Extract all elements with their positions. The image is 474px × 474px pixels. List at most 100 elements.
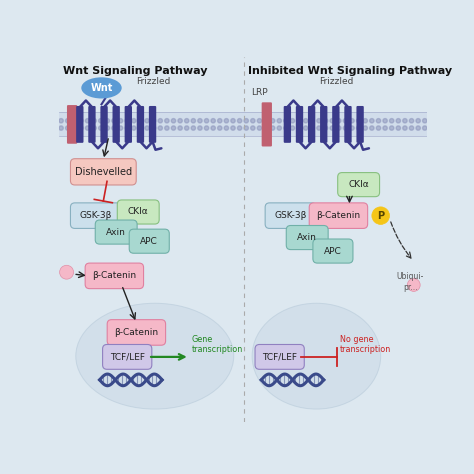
Circle shape (204, 126, 209, 130)
Text: GSK-3β: GSK-3β (274, 211, 307, 220)
Circle shape (356, 126, 361, 130)
FancyBboxPatch shape (102, 345, 152, 369)
Circle shape (350, 126, 354, 130)
FancyBboxPatch shape (71, 159, 136, 185)
Circle shape (237, 118, 242, 123)
Circle shape (152, 126, 156, 130)
FancyBboxPatch shape (149, 106, 156, 143)
Text: P: P (377, 210, 384, 220)
Circle shape (184, 118, 189, 123)
Text: Wnt Signaling Pathway: Wnt Signaling Pathway (63, 66, 208, 76)
Circle shape (284, 126, 288, 130)
Circle shape (191, 118, 196, 123)
Circle shape (277, 126, 282, 130)
Circle shape (99, 126, 103, 130)
Circle shape (251, 118, 255, 123)
FancyBboxPatch shape (85, 263, 144, 289)
Circle shape (396, 126, 401, 130)
Circle shape (112, 126, 116, 130)
Circle shape (118, 118, 123, 123)
Circle shape (403, 126, 407, 130)
FancyBboxPatch shape (265, 203, 316, 228)
Circle shape (158, 126, 163, 130)
Text: APC: APC (324, 246, 342, 255)
Circle shape (92, 118, 96, 123)
Circle shape (211, 126, 215, 130)
Circle shape (264, 126, 268, 130)
Ellipse shape (407, 279, 420, 292)
Circle shape (79, 118, 83, 123)
Circle shape (284, 118, 288, 123)
Circle shape (303, 118, 308, 123)
Circle shape (171, 126, 176, 130)
Ellipse shape (60, 265, 73, 279)
Text: Frizzled: Frizzled (136, 77, 170, 86)
Circle shape (105, 118, 109, 123)
Circle shape (198, 118, 202, 123)
Circle shape (410, 126, 414, 130)
Circle shape (337, 118, 341, 123)
Circle shape (231, 118, 235, 123)
Circle shape (138, 126, 143, 130)
Circle shape (303, 126, 308, 130)
FancyBboxPatch shape (356, 106, 364, 143)
FancyBboxPatch shape (308, 106, 315, 143)
Circle shape (310, 118, 315, 123)
Text: CKIα: CKIα (128, 208, 149, 217)
FancyBboxPatch shape (71, 203, 121, 228)
Circle shape (178, 126, 182, 130)
Circle shape (297, 118, 301, 123)
Circle shape (164, 126, 169, 130)
Text: Axin: Axin (106, 228, 126, 237)
FancyBboxPatch shape (344, 106, 352, 143)
Circle shape (65, 126, 70, 130)
Circle shape (145, 118, 149, 123)
Circle shape (59, 118, 64, 123)
Ellipse shape (76, 303, 234, 409)
Circle shape (271, 126, 275, 130)
FancyBboxPatch shape (107, 319, 165, 345)
Circle shape (244, 126, 248, 130)
Circle shape (403, 118, 407, 123)
Text: TCF/LEF: TCF/LEF (262, 352, 297, 361)
Circle shape (158, 118, 163, 123)
Text: GSK-3β: GSK-3β (80, 211, 112, 220)
Circle shape (112, 118, 116, 123)
Circle shape (224, 118, 228, 123)
FancyBboxPatch shape (320, 106, 328, 143)
Bar (59, 112, 427, 136)
Text: TCF/LEF: TCF/LEF (109, 352, 145, 361)
Circle shape (416, 126, 420, 130)
Circle shape (204, 118, 209, 123)
Circle shape (164, 118, 169, 123)
Circle shape (372, 207, 390, 224)
Text: Inhibited Wnt Signaling Pathway: Inhibited Wnt Signaling Pathway (248, 66, 453, 76)
Circle shape (410, 118, 414, 123)
Circle shape (343, 118, 347, 123)
Text: Axin: Axin (297, 233, 317, 242)
Circle shape (184, 126, 189, 130)
Circle shape (257, 126, 262, 130)
Circle shape (330, 126, 334, 130)
Circle shape (390, 118, 394, 123)
Circle shape (323, 118, 328, 123)
FancyBboxPatch shape (309, 203, 368, 228)
Circle shape (59, 126, 64, 130)
FancyBboxPatch shape (332, 106, 339, 143)
Circle shape (297, 126, 301, 130)
Circle shape (152, 118, 156, 123)
Circle shape (257, 118, 262, 123)
Circle shape (231, 126, 235, 130)
Circle shape (72, 126, 76, 130)
Circle shape (99, 118, 103, 123)
FancyBboxPatch shape (76, 106, 83, 143)
Circle shape (290, 126, 295, 130)
Ellipse shape (252, 303, 381, 409)
Circle shape (317, 126, 321, 130)
FancyBboxPatch shape (262, 102, 272, 146)
Circle shape (376, 126, 381, 130)
FancyBboxPatch shape (129, 229, 169, 253)
Circle shape (237, 126, 242, 130)
Text: No gene
transcription: No gene transcription (340, 335, 392, 354)
Text: LRP: LRP (251, 88, 268, 97)
